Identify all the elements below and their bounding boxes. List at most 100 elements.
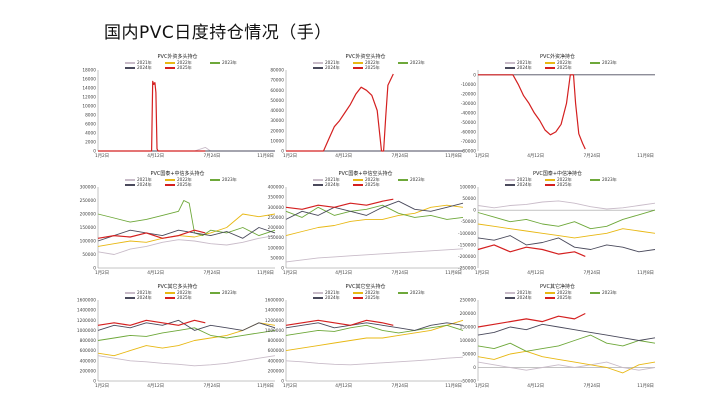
legend-swatch (505, 179, 515, 181)
x-tick-label: 1月2日 (475, 383, 489, 389)
legend-swatch (165, 179, 175, 181)
x-tick-label: 1月2日 (95, 270, 109, 276)
legend-label: 2021年 (517, 177, 532, 182)
x-tick-label: 11月8日 (637, 153, 654, 159)
y-tick-label: 600000 (268, 348, 285, 354)
legend-swatch (125, 184, 135, 186)
legend-item: 2022年 (353, 177, 380, 183)
legend-label: 2022年 (557, 290, 572, 295)
y-tick-label: 16000 (82, 77, 96, 83)
x-tick-label: 7月24日 (392, 270, 409, 276)
chart-legend: 2021年 2022年 2023年 2024年 2025年 (298, 60, 468, 72)
legend-swatch (353, 292, 363, 294)
y-tick-label: -50000 (461, 219, 476, 225)
legend-item: 2024年 (505, 65, 532, 71)
y-tick-label: 150000 (460, 325, 477, 331)
series-line-2022 (97, 213, 276, 247)
legend-item: 2025年 (545, 295, 572, 301)
legend-label: 2023年 (410, 290, 425, 295)
y-tick-label: 300000 (80, 185, 97, 191)
series-line-2021 (97, 355, 276, 367)
legend-swatch (313, 292, 323, 294)
legend-label: 2022年 (177, 177, 192, 182)
legend-item: 2024年 (505, 295, 532, 301)
legend-swatch (210, 292, 220, 294)
y-tick-label: -80000 (461, 149, 476, 155)
legend-item: 2023年 (210, 177, 237, 183)
chart-panel-p6: PVC国泰+中信净持仓 2021年 2022年 2023年 2024年 2025年 1000… (450, 171, 665, 280)
y-tick-label: 50000 (462, 196, 476, 202)
legend-swatch (165, 297, 175, 299)
legend-label: 2023年 (602, 177, 617, 182)
legend-swatch (313, 297, 323, 299)
legend-label: 2024年 (137, 182, 152, 187)
series-line-2025 (98, 80, 206, 152)
y-tick-label: 50000 (270, 255, 284, 261)
legend-label: 2025年 (557, 182, 572, 187)
x-tick-label: 1月2日 (283, 270, 297, 276)
chart-svg: 300000 250000 200000 150000 100000 50000 01月2日… (80, 185, 276, 276)
chart-panel-p7: PVC其它多头持仓 2021年 2022年 2023年 2024年 2025年 160000… (70, 284, 285, 393)
legend-item: 2023年 (590, 290, 617, 296)
series-line-2022 (285, 319, 464, 352)
x-tick-label: 4月12日 (335, 153, 352, 159)
legend-swatch (353, 184, 363, 186)
legend-item: 2022年 (545, 290, 572, 296)
legend-swatch (313, 179, 323, 181)
chart-panel-p1: PVC外资多头持仓 2021年 2022年 2023年 2024年 2025年 18000 1… (70, 54, 285, 163)
y-tick-label: 0 (93, 266, 96, 272)
legend-swatch (125, 67, 135, 69)
legend-swatch (505, 297, 515, 299)
legend-item: 2024年 (125, 182, 152, 188)
y-tick-label: 0 (281, 379, 284, 385)
legend-label: 2023年 (222, 60, 237, 65)
y-tick-label: -100000 (458, 231, 476, 237)
y-tick-label: 300000 (268, 205, 285, 211)
legend-label: 2025年 (177, 65, 192, 70)
chart-title: PVC国泰+中信多头持仓 (150, 171, 205, 177)
y-tick-label: 1000000 (265, 328, 284, 334)
legend-label: 2024年 (137, 295, 152, 300)
legend-swatch (398, 292, 408, 294)
y-tick-label: 50000 (462, 352, 476, 358)
chart-legend: 2021年 2022年 2023年 2024年 2025年 (298, 177, 468, 189)
y-tick-label: 200000 (268, 225, 285, 231)
y-tick-label: 1400000 (265, 308, 284, 314)
legend-label: 2025年 (177, 182, 192, 187)
legend-swatch (353, 179, 363, 181)
legend-label: 2021年 (325, 290, 340, 295)
series-line-2023 (285, 204, 464, 220)
chart-svg: 100000 50000 0 -50000 -100000 -150000 -200000 -… (458, 185, 656, 276)
y-tick-label: 1200000 (77, 318, 96, 324)
legend-label: 2025年 (365, 295, 380, 300)
legend-swatch (505, 184, 515, 186)
x-tick-label: 11月8日 (445, 153, 462, 159)
legend-label: 2023年 (410, 60, 425, 65)
legend-item: 2023年 (590, 177, 617, 183)
legend-label: 2025年 (365, 182, 380, 187)
y-tick-label: 10000 (270, 138, 284, 144)
y-tick-label: 2000 (85, 140, 96, 146)
slide-title: 国内PVC日度持仓情况（手） (104, 23, 332, 43)
y-tick-label: 200000 (80, 368, 97, 374)
chart-svg: 0 -10000 -20000 -30000 -40000 -50000 -60000 -70… (461, 70, 655, 159)
y-tick-label: 400000 (268, 185, 285, 191)
legend-item: 2025年 (165, 65, 192, 71)
legend-item: 2024年 (313, 65, 340, 71)
chart-legend: 2021年 2022年 2023年 2024年 2025年 (490, 177, 660, 189)
legend-label: 2021年 (325, 177, 340, 182)
legend-label: 2021年 (517, 60, 532, 65)
y-tick-label: 400000 (268, 358, 285, 364)
y-tick-label: 8000 (85, 113, 96, 119)
legend-item: 2022年 (545, 60, 572, 66)
legend-label: 2024年 (325, 65, 340, 70)
legend-item: 2022年 (165, 60, 192, 66)
y-tick-label: 0 (473, 365, 476, 371)
legend-item: 2022年 (165, 290, 192, 296)
y-tick-label: -20000 (461, 91, 476, 97)
legend-swatch (545, 62, 555, 64)
legend-swatch (353, 297, 363, 299)
legend-swatch (125, 179, 135, 181)
y-tick-label: -50000 (461, 120, 476, 126)
x-tick-label: 11月8日 (637, 270, 654, 276)
